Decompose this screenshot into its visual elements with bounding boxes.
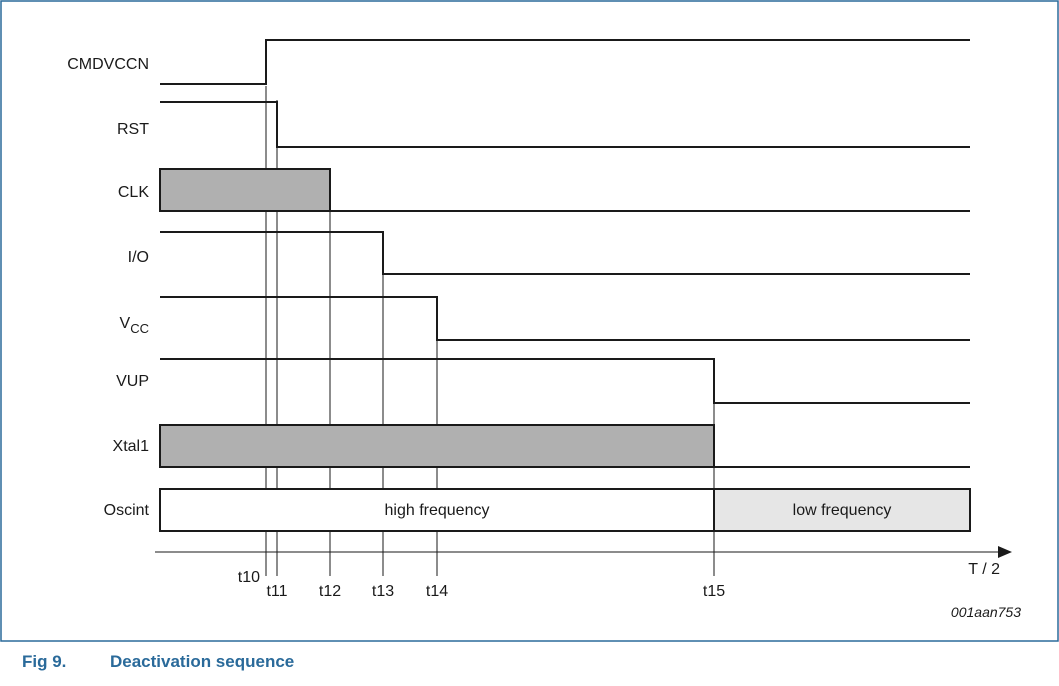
- oscint-band-high: [159, 488, 715, 532]
- caption-title: Deactivation sequence: [110, 652, 294, 671]
- time-axis-label: T / 2: [968, 561, 1000, 578]
- signal-label-oscint: Oscint: [104, 502, 150, 519]
- signal-label-xtal1: Xtal1: [113, 438, 150, 455]
- waveform-clk-active: [159, 168, 331, 212]
- signal-label-vup: VUP: [116, 373, 149, 390]
- tick-label-t13: t13: [372, 583, 394, 600]
- vcc-label-main: V: [120, 315, 131, 332]
- oscint-low-label: low frequency: [793, 502, 892, 519]
- signal-label-rst: RST: [117, 121, 149, 138]
- waveform-xtal1-active: [159, 424, 715, 468]
- waveform-io: [160, 231, 970, 275]
- figure-frame: [0, 0, 1059, 642]
- waveform-cmdvccn: [160, 39, 970, 85]
- tick-label-t15: t15: [703, 583, 725, 600]
- figure-code: 001aan753: [951, 604, 1021, 620]
- signal-label-clk: CLK: [118, 184, 149, 201]
- waveform-vup: [160, 358, 970, 404]
- caption-number: Fig 9.: [22, 652, 66, 671]
- time-axis-arrow-icon: [998, 546, 1012, 558]
- signal-label-vcc: VCC: [120, 315, 149, 336]
- tick-label-t11: t11: [266, 583, 287, 600]
- oscint-high-label: high frequency: [385, 502, 490, 519]
- tick-label-t14: t14: [426, 583, 448, 600]
- signal-label-cmdvccn: CMDVCCN: [67, 56, 149, 73]
- waveform-rst: [160, 101, 970, 148]
- tick-label-t10: t10: [238, 569, 260, 586]
- signal-label-io: I/O: [128, 249, 149, 266]
- vcc-label-sub: CC: [130, 321, 149, 336]
- oscint-band-low: [713, 488, 971, 532]
- waveform-vcc: [160, 296, 970, 341]
- tick-label-t12: t12: [319, 583, 341, 600]
